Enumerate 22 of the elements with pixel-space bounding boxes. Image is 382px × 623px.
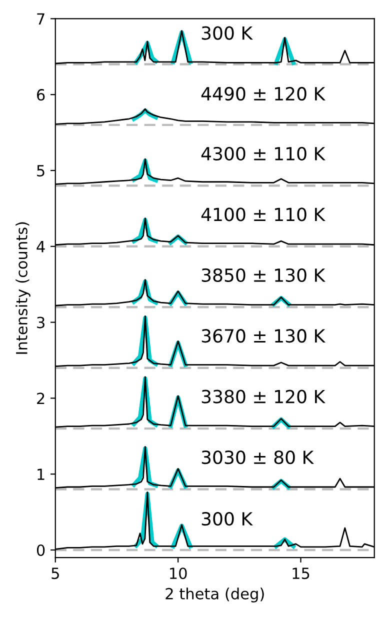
y-tick-label: 4 — [36, 241, 45, 252]
y-tick-label: 3 — [37, 316, 44, 328]
y-tick-label: 7 — [37, 13, 44, 24]
series-label: 3850 ± 130 K — [202, 268, 326, 282]
x-axis-title: 2 theta (deg) — [166, 588, 264, 602]
y-tick-label: 1 — [38, 468, 44, 480]
series-label: 4300 ± 110 K — [201, 146, 326, 161]
y-tick-label: 6 — [37, 89, 45, 101]
series-label: 3380 ± 120 K — [202, 390, 326, 404]
series-label: 300 K — [202, 26, 253, 40]
y-tick-label: 2 — [37, 392, 44, 404]
x-tick-label: 15 — [292, 568, 310, 580]
series-label: 4100 ± 110 K — [201, 208, 326, 222]
y-tick-label: 0 — [36, 544, 45, 556]
y-tick-label: 5 — [37, 165, 44, 177]
x-tick-label: 5 — [52, 568, 59, 580]
x-tick-label: 10 — [170, 568, 187, 580]
series-label: 300 K — [202, 512, 253, 526]
series-label: 3030 ± 80 K — [202, 450, 314, 464]
series-label: 3670 ± 130 K — [202, 329, 326, 343]
series-label: 4490 ± 120 K — [201, 86, 326, 101]
y-axis-title: Intensity (counts) — [16, 222, 30, 354]
